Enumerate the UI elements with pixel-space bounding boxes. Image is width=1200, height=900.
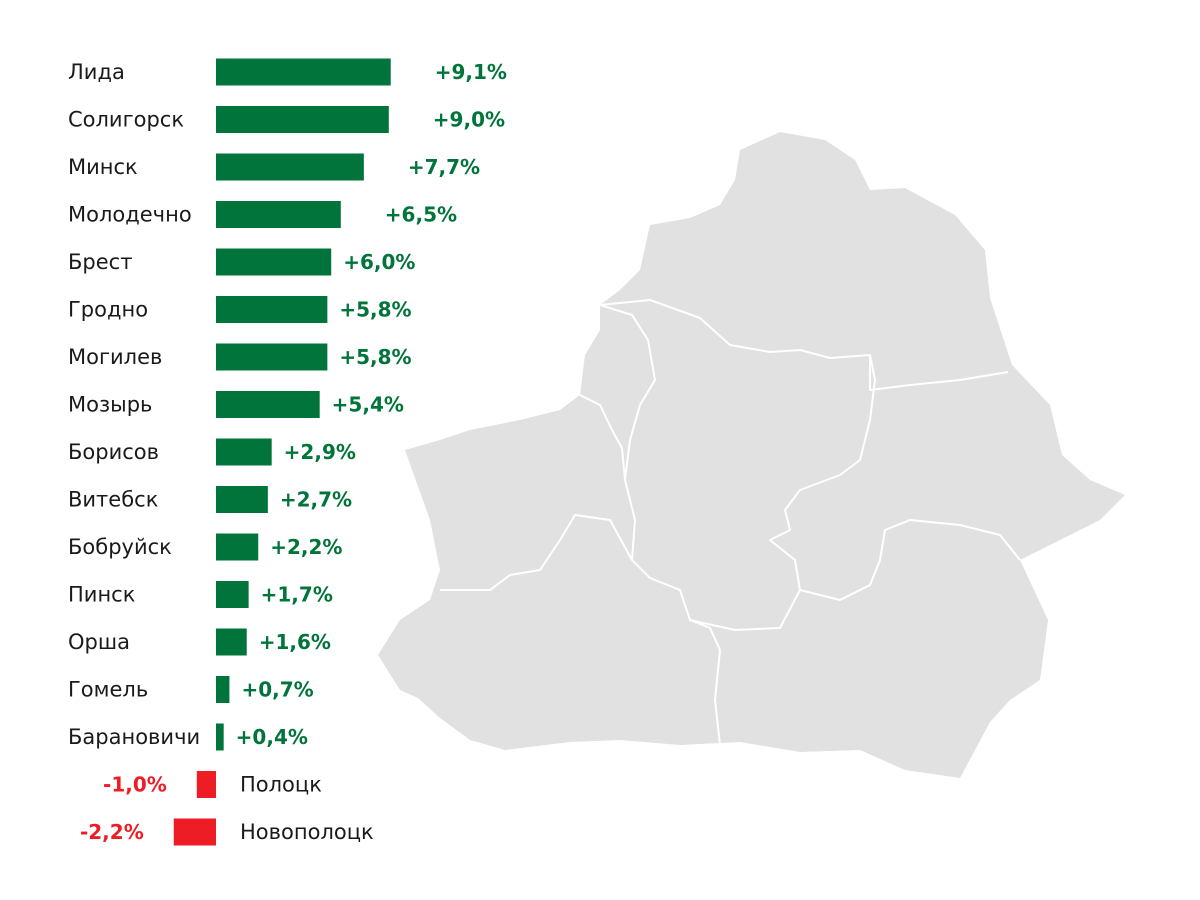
- category-label: Витебск: [68, 488, 158, 512]
- value-label: -1,0%: [103, 773, 167, 797]
- bar: [216, 58, 391, 86]
- value-label: +5,8%: [339, 298, 411, 322]
- bar: [216, 438, 272, 466]
- value-label: +2,7%: [280, 488, 352, 512]
- value-label: +2,9%: [284, 440, 356, 464]
- value-label: +1,7%: [261, 583, 333, 607]
- value-label: +0,7%: [241, 678, 313, 702]
- value-label: +6,0%: [343, 250, 415, 274]
- bar-row: Новополоцк -2,2%: [80, 818, 374, 846]
- value-label: -2,2%: [80, 820, 144, 844]
- bar: [216, 201, 341, 228]
- category-label: Солигорск: [68, 108, 184, 132]
- category-label: Гомель: [68, 678, 148, 702]
- value-label: +9,0%: [433, 108, 505, 132]
- region-borders: [440, 299, 1021, 746]
- bar: [216, 486, 268, 513]
- bar-row: Могилев +5,8%: [68, 343, 412, 371]
- bar: [216, 581, 249, 608]
- bar-row: Барановичи +0,4%: [68, 723, 308, 751]
- bar: [216, 248, 332, 276]
- bar-row: Брест +6,0%: [68, 248, 415, 276]
- bar-row: Пинск +1,7%: [68, 581, 333, 608]
- bars: Лида +9,1% Солигорск +9,0% Минск +7,7% Молодеч…: [68, 58, 507, 846]
- category-label: Брест: [68, 250, 132, 274]
- bar-row: Гомель +0,7%: [68, 676, 314, 703]
- bar-row: Гродно +5,8%: [68, 296, 412, 323]
- bar-row: Бобруйск +2,2%: [68, 533, 342, 561]
- category-label: Полоцк: [240, 773, 322, 797]
- bar: [216, 296, 328, 323]
- category-label: Гродно: [68, 298, 148, 322]
- bar-row: Мозырь +5,4%: [68, 391, 404, 418]
- category-label: Барановичи: [68, 725, 200, 749]
- value-label: +2,2%: [270, 535, 342, 559]
- belarus-map: [378, 132, 1125, 778]
- value-label: +9,1%: [435, 60, 507, 84]
- bar: [216, 343, 328, 371]
- value-label: +5,8%: [339, 345, 411, 369]
- bar: [216, 153, 364, 181]
- category-label: Могилев: [68, 345, 162, 369]
- bar-row: Борисов +2,9%: [68, 438, 356, 466]
- bar: [216, 391, 320, 418]
- category-label: Мозырь: [68, 393, 152, 417]
- bar-row: Минск +7,7%: [68, 153, 480, 181]
- category-label: Молодечно: [68, 203, 192, 227]
- value-label: +1,6%: [259, 630, 331, 654]
- category-label: Бобруйск: [68, 535, 172, 559]
- value-label: +5,4%: [332, 393, 404, 417]
- bar: [216, 628, 247, 656]
- bar-row: Орша +1,6%: [68, 628, 331, 656]
- belarus-outline: [378, 132, 1125, 778]
- bar-row: Солигорск +9,0%: [68, 106, 505, 133]
- bar: [196, 771, 216, 798]
- value-label: +6,5%: [385, 203, 457, 227]
- bar: [173, 818, 216, 846]
- bar-row: Полоцк -1,0%: [103, 771, 322, 798]
- value-label: +7,7%: [408, 155, 480, 179]
- category-label: Новополоцк: [240, 820, 374, 844]
- bar-row: Лида +9,1%: [68, 58, 507, 86]
- bar: [216, 723, 224, 751]
- category-label: Орша: [68, 630, 130, 654]
- bar: [216, 106, 389, 133]
- value-label: +0,4%: [236, 725, 308, 749]
- category-label: Лида: [68, 60, 125, 84]
- category-label: Пинск: [68, 583, 135, 607]
- bar: [216, 533, 259, 561]
- bar: [216, 676, 230, 703]
- category-label: Борисов: [68, 440, 159, 464]
- bar-row: Витебск +2,7%: [68, 486, 352, 513]
- category-label: Минск: [68, 155, 138, 179]
- bar-row: Молодечно +6,5%: [68, 201, 457, 228]
